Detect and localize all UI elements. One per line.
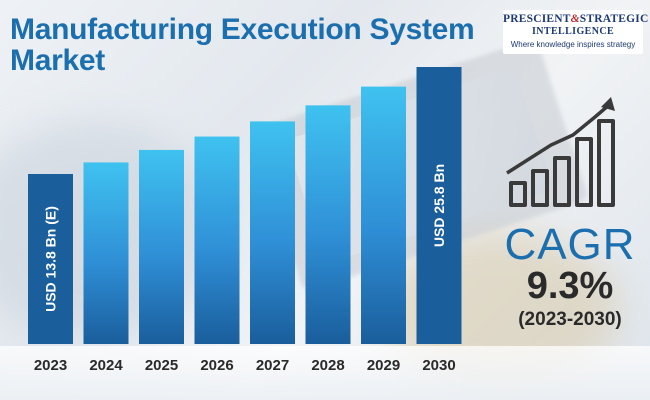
axis-strip	[0, 346, 650, 400]
logo-name-line1: PRESCIENT&STRATEGIC	[503, 13, 648, 25]
cagr-value: 9.3%	[526, 265, 614, 307]
data-label-2023: USD 13.8 Bn (E)	[43, 206, 59, 312]
icon-bar-5	[597, 119, 615, 207]
company-logo: PRESCIENT&STRATEGIC INTELLIGENCE Where k…	[503, 10, 648, 54]
bar-2024	[83, 162, 129, 344]
bar-2026	[194, 136, 240, 344]
logo-tagline: Where knowledge inspires strategy	[510, 40, 636, 49]
bar-2023	[28, 174, 73, 344]
logo-name-line2: INTELLIGENCE	[531, 26, 615, 37]
chart-title: Manufacturing Execution System Market	[10, 13, 475, 77]
x-tick-label-2029: 2029	[367, 357, 400, 374]
bar-2030	[416, 67, 462, 344]
x-tick-label-2027: 2027	[256, 357, 289, 374]
logo-ampersand: &	[570, 13, 580, 25]
logo-name-right: STRATEGIC	[579, 13, 649, 25]
icon-bar-4	[575, 137, 593, 207]
x-tick-label-2025: 2025	[145, 357, 178, 374]
bar-2027	[250, 121, 295, 345]
icon-bar-1	[509, 181, 527, 207]
growth-chart-icon	[506, 97, 615, 207]
x-tick-label-2024: 2024	[89, 357, 123, 374]
cagr-label: CAGR	[504, 220, 636, 269]
logo-name-left: PRESCIENT	[503, 13, 571, 25]
x-tick-label-2023: 2023	[34, 357, 67, 374]
bar-2025	[139, 149, 184, 344]
x-tick-label-2028: 2028	[311, 357, 344, 374]
bar-2029	[361, 86, 406, 344]
icon-bar-2	[531, 169, 549, 207]
cagr-period: (2023-2030)	[518, 309, 622, 330]
arrow-head-icon	[601, 97, 615, 111]
x-tick-label-2026: 2026	[200, 357, 233, 374]
x-tick-label-2030: 2030	[422, 357, 455, 374]
up-arrow-icon	[506, 103, 611, 175]
bar-2028	[305, 105, 351, 344]
data-label-2030: USD 25.8 Bn	[431, 164, 447, 247]
icon-bar-3	[553, 156, 571, 207]
